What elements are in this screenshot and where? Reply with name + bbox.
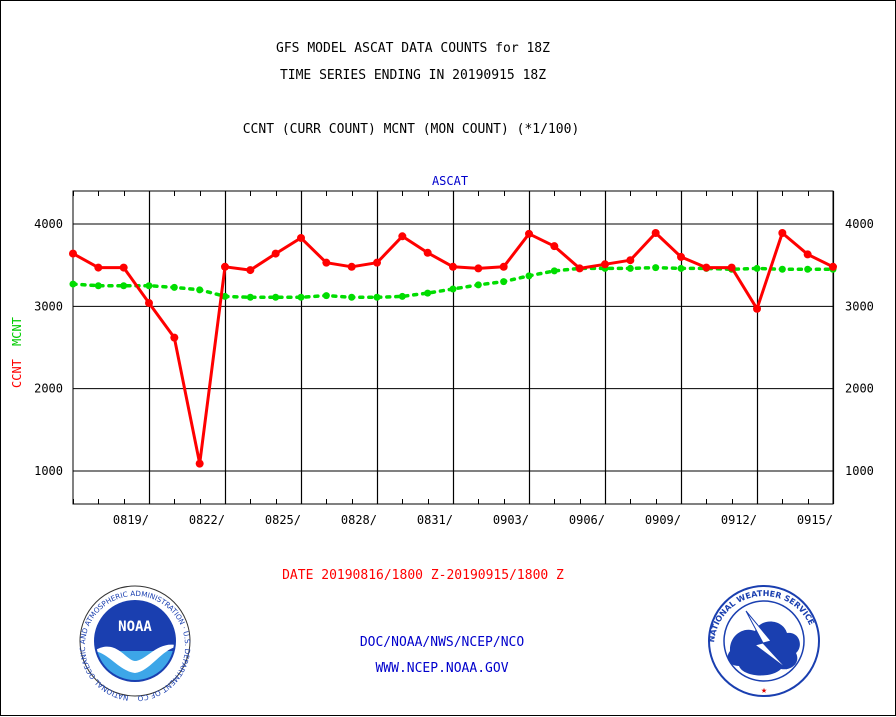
data-point-ccnt	[753, 304, 761, 313]
data-point-mcnt	[804, 265, 812, 273]
data-point-ccnt	[347, 262, 356, 271]
chart-title-line1: GFS MODEL ASCAT DATA COUNTS for 18Z	[276, 41, 550, 56]
data-point-mcnt	[120, 282, 128, 290]
data-point-mcnt	[500, 278, 508, 286]
xtick-label: 0903/	[493, 513, 529, 527]
data-point-ccnt	[246, 266, 255, 275]
ytick-label-right: 1000	[845, 464, 874, 478]
xtick-label: 0828/	[341, 513, 377, 527]
data-point-mcnt	[753, 264, 761, 272]
nws-star-icon: ★	[761, 685, 767, 696]
data-point-mcnt	[221, 292, 229, 300]
data-point-ccnt	[829, 262, 837, 271]
chart-subtitle: CCNT (CURR COUNT) MCNT (MON COUNT) (*1/1…	[243, 122, 580, 137]
data-point-ccnt	[373, 258, 381, 267]
data-point-mcnt	[626, 264, 634, 272]
xtick-label: 0825/	[265, 513, 301, 527]
series	[69, 229, 837, 468]
data-point-mcnt	[550, 267, 558, 275]
data-point-ccnt	[550, 242, 559, 251]
data-point-ccnt	[94, 263, 103, 272]
date-range-label: DATE 20190816/1800 Z-20190915/1800 Z	[282, 568, 564, 583]
noaa-ring-text: NATIONAL OCEANIC AND ATMOSPHERIC ADMINIS…	[1, 1, 192, 703]
xtick-label: 0915/	[797, 513, 833, 527]
data-point-ccnt	[119, 263, 128, 272]
ylabel-ccnt: CCNT	[10, 359, 24, 388]
data-point-ccnt	[727, 263, 736, 272]
data-point-mcnt	[246, 293, 254, 301]
org-label: DOC/NOAA/NWS/NCEP/NCO	[360, 635, 525, 650]
data-point-ccnt	[474, 264, 483, 273]
nws-logo: NATIONAL WEATHER SERVICE ★	[707, 585, 820, 697]
data-point-ccnt	[651, 229, 660, 238]
url-link[interactable]: WWW.NCEP.NOAA.GOV	[375, 661, 508, 676]
data-point-mcnt	[170, 283, 178, 291]
data-point-ccnt	[778, 229, 787, 238]
xtick-label: 0819/	[113, 513, 149, 527]
xtick-label: 0822/	[189, 513, 225, 527]
data-point-mcnt	[196, 286, 204, 294]
axes: 1000 1000 2000 2000 3000 3000 4000 4000 0819/082…	[34, 190, 874, 527]
data-point-ccnt	[423, 248, 432, 257]
xtick-label: 0909/	[645, 513, 681, 527]
data-point-ccnt	[626, 256, 635, 265]
data-point-ccnt	[803, 250, 812, 259]
data-point-ccnt	[601, 260, 609, 269]
grid	[73, 191, 835, 504]
data-point-mcnt	[525, 272, 533, 280]
data-point-mcnt	[348, 293, 356, 301]
data-point-ccnt	[297, 233, 305, 242]
data-point-mcnt	[778, 265, 786, 273]
data-point-mcnt	[94, 282, 102, 290]
data-point-ccnt	[145, 299, 153, 308]
data-point-mcnt	[69, 280, 77, 288]
data-point-ccnt	[322, 258, 331, 267]
ytick-label-left: 3000	[34, 299, 63, 313]
data-point-mcnt	[449, 285, 457, 293]
noaa-logo-text: NOAA	[118, 619, 152, 635]
data-point-mcnt	[424, 289, 432, 297]
plot-frame	[72, 190, 834, 505]
data-point-ccnt	[195, 459, 204, 468]
data-point-ccnt	[449, 262, 457, 271]
ytick-label-right: 3000	[845, 299, 874, 313]
data-point-mcnt	[145, 282, 153, 290]
xtick-label: 0906/	[569, 513, 605, 527]
ytick-label-left: 2000	[34, 382, 63, 396]
data-point-ccnt	[575, 264, 584, 273]
ytick-label-left: 4000	[34, 217, 63, 231]
ylabel-mcnt: MCNT	[10, 317, 24, 346]
data-point-mcnt	[297, 293, 305, 301]
ytick-label-right: 2000	[845, 382, 874, 396]
chart-title-line2: TIME SERIES ENDING IN 20190915 18Z	[280, 68, 546, 83]
xtick-label: 0912/	[721, 513, 757, 527]
data-point-mcnt	[677, 264, 685, 272]
data-point-mcnt	[474, 281, 482, 289]
data-point-mcnt	[322, 292, 330, 300]
data-point-mcnt	[398, 292, 406, 300]
data-point-ccnt	[398, 232, 407, 241]
data-point-ccnt	[221, 262, 229, 271]
ytick-label-left: 1000	[34, 464, 63, 478]
data-point-ccnt	[499, 262, 508, 271]
data-point-mcnt	[373, 293, 381, 301]
data-point-ccnt	[170, 333, 179, 342]
data-point-mcnt	[652, 264, 660, 272]
xtick-label: 0831/	[417, 513, 453, 527]
ytick-label-right: 4000	[845, 217, 874, 231]
data-point-ccnt	[69, 249, 77, 258]
data-point-ccnt	[525, 229, 533, 238]
data-point-ccnt	[677, 252, 685, 261]
data-point-ccnt	[271, 249, 280, 258]
data-point-ccnt	[702, 263, 711, 272]
data-point-mcnt	[272, 293, 280, 301]
plot-title: ASCAT	[432, 174, 468, 188]
noaa-logo: NOAA NATIONAL OCEANIC AND ATMOSPHERIC AD…	[1, 1, 192, 703]
